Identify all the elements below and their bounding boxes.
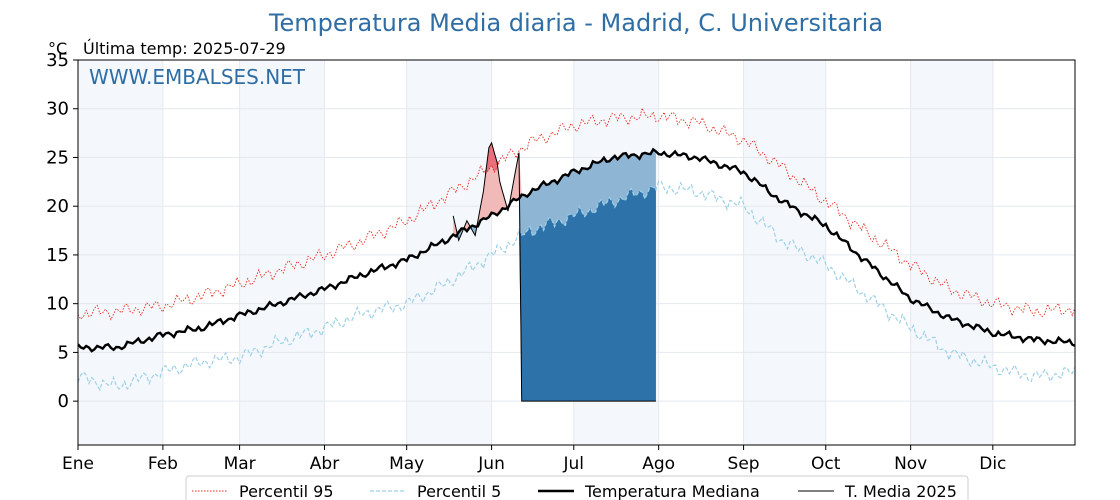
y-tick-label: 35 [46,50,69,71]
area-fills [453,108,656,402]
x-tick-label: Sep [728,454,760,474]
x-tick-label: Jun [477,454,505,474]
plot-frame [77,59,1076,446]
x-tick-label: Dic [979,454,1006,474]
month-band [239,60,325,445]
y-tick-label: 20 [46,196,69,217]
legend-label: Percentil 95 [239,482,334,500]
month-band [743,60,826,445]
y-axis-ticks: 0 5 10 15 20 25 30 35 [46,50,78,412]
month-band [78,60,163,445]
x-tick-label: May [389,454,424,474]
legend-label: Temperatura Mediana [584,482,760,500]
y-tick-label: 10 [46,294,69,315]
last-temp-label: Última temp: 2025-07-29 [83,39,286,58]
legend-label: T. Media 2025 [844,482,957,500]
x-tick-label: Oct [811,454,841,474]
x-tick-label: Ago [642,454,675,474]
series-lines [78,106,1075,402]
x-tick-label: Jul [563,454,585,474]
watermark: WWW.EMBALSES.NET [89,65,306,89]
chart-title: Temperatura Media diaria - Madrid, C. Un… [268,9,883,37]
y-tick-label: 25 [46,147,69,168]
fill-below-p5 [453,186,656,402]
y-unit-label: °C [48,39,67,58]
x-tick-label: Abr [310,454,339,474]
legend-frame [185,475,969,500]
y-tick-label: 5 [58,342,69,363]
fill-above-median [453,142,656,237]
y-tick-label: 15 [46,245,69,266]
y-tick-label: 30 [46,99,69,120]
x-tick-label: Mar [224,454,256,474]
legend-label: Percentil 5 [417,482,501,500]
x-tick-label: Feb [148,454,178,474]
legend: Percentil 95 Percentil 5 Temperatura Media… [185,475,969,500]
x-axis-ticks: Ene Feb Mar Abr May Jun Jul Ago Sep Oct Nov Dic [62,445,1006,474]
series-line-t-media-2025 [452,141,656,402]
x-tick-label: Ene [62,454,94,474]
series-line-percentil-5 [78,180,1075,392]
series-line-percentil-95 [78,106,1075,321]
y-tick-label: 0 [58,391,69,412]
month-band [910,60,993,445]
x-tick-label: Nov [894,454,927,474]
series-line-temperatura-mediana [78,147,1075,353]
